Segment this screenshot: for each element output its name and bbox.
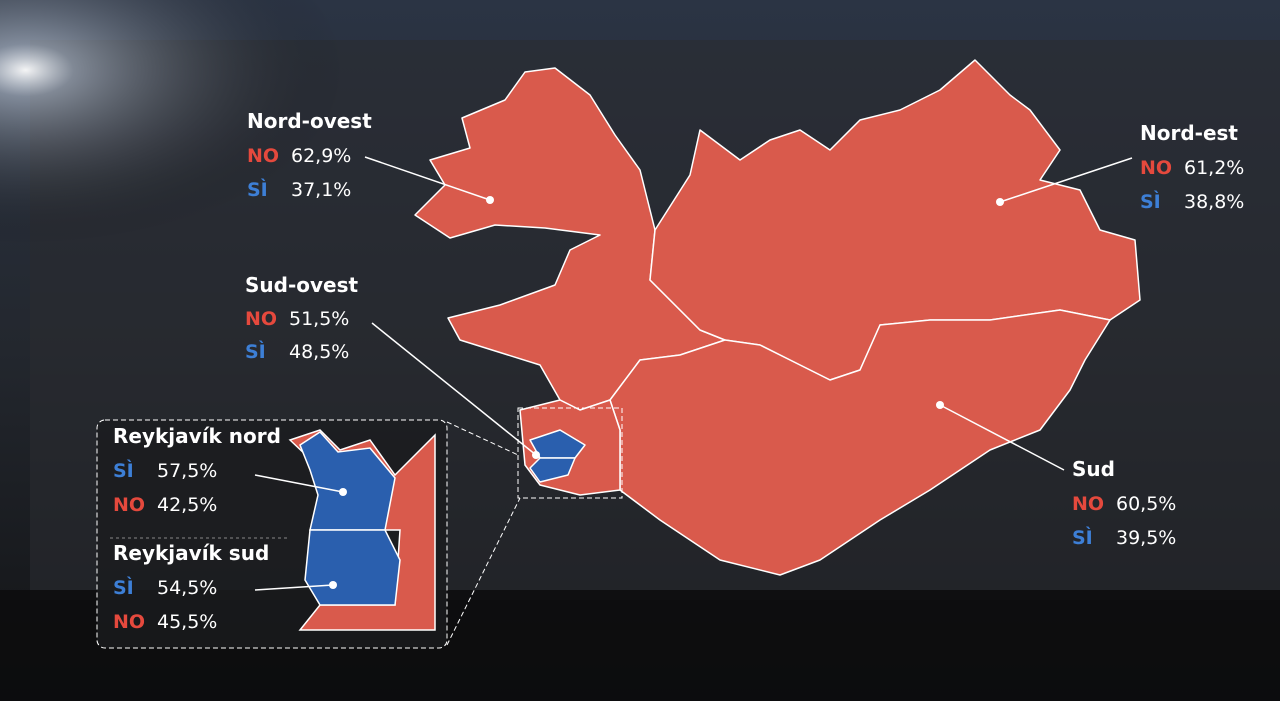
result-label: NO xyxy=(113,494,145,516)
iceland xyxy=(414,59,1141,576)
region-name: Sud xyxy=(1072,457,1115,481)
result-value: 42,5% xyxy=(157,494,217,516)
region-name: Sud-ovest xyxy=(245,273,359,297)
inset-land xyxy=(288,429,436,631)
result-value: 54,5% xyxy=(157,577,217,599)
result-value: 62,9% xyxy=(291,145,351,167)
result-label: SÌ xyxy=(247,178,268,201)
result-value: 38,8% xyxy=(1184,191,1244,213)
inset-marker xyxy=(517,407,623,499)
inset-region xyxy=(299,431,396,531)
result-value: 37,1% xyxy=(291,179,351,201)
region-name: Nord-ovest xyxy=(247,109,372,133)
leader-dot xyxy=(936,401,944,409)
result-label: NO xyxy=(247,145,279,167)
result-label: SÌ xyxy=(245,340,266,363)
result-value: 51,5% xyxy=(289,308,349,330)
region-name: Reykjavík sud xyxy=(113,541,269,565)
leader-line xyxy=(999,157,1133,203)
leader-dot xyxy=(329,581,337,589)
region-shape xyxy=(609,309,1111,576)
result-label: SÌ xyxy=(1072,526,1093,549)
leader-line xyxy=(939,404,1065,471)
leader-dot xyxy=(532,451,540,459)
leader-dot xyxy=(996,198,1004,206)
result-label: SÌ xyxy=(113,459,134,482)
leader-dot xyxy=(486,196,494,204)
result-value: 57,5% xyxy=(157,460,217,482)
leader-line xyxy=(254,474,344,493)
region-name: Nord-est xyxy=(1140,121,1238,145)
result-label: NO xyxy=(1140,157,1172,179)
leader-line xyxy=(254,584,334,591)
result-value: 48,5% xyxy=(289,341,349,363)
result-label: NO xyxy=(113,611,145,633)
result-value: 61,2% xyxy=(1184,157,1244,179)
leader-dot xyxy=(339,488,347,496)
result-label: SÌ xyxy=(1140,190,1161,213)
result-value: 39,5% xyxy=(1116,527,1176,549)
inset-connector xyxy=(446,421,519,456)
result-value: 45,5% xyxy=(157,611,217,633)
leader-line xyxy=(371,322,537,456)
inset-region xyxy=(304,529,401,606)
leader-line xyxy=(364,156,491,201)
inset-connector xyxy=(446,497,521,646)
result-label: SÌ xyxy=(113,576,134,599)
result-value: 60,5% xyxy=(1116,493,1176,515)
region-shape xyxy=(529,457,576,483)
region-name: Reykjavík nord xyxy=(113,424,281,448)
result-label: NO xyxy=(245,308,277,330)
inset-map xyxy=(288,429,436,631)
result-label: NO xyxy=(1072,493,1104,515)
